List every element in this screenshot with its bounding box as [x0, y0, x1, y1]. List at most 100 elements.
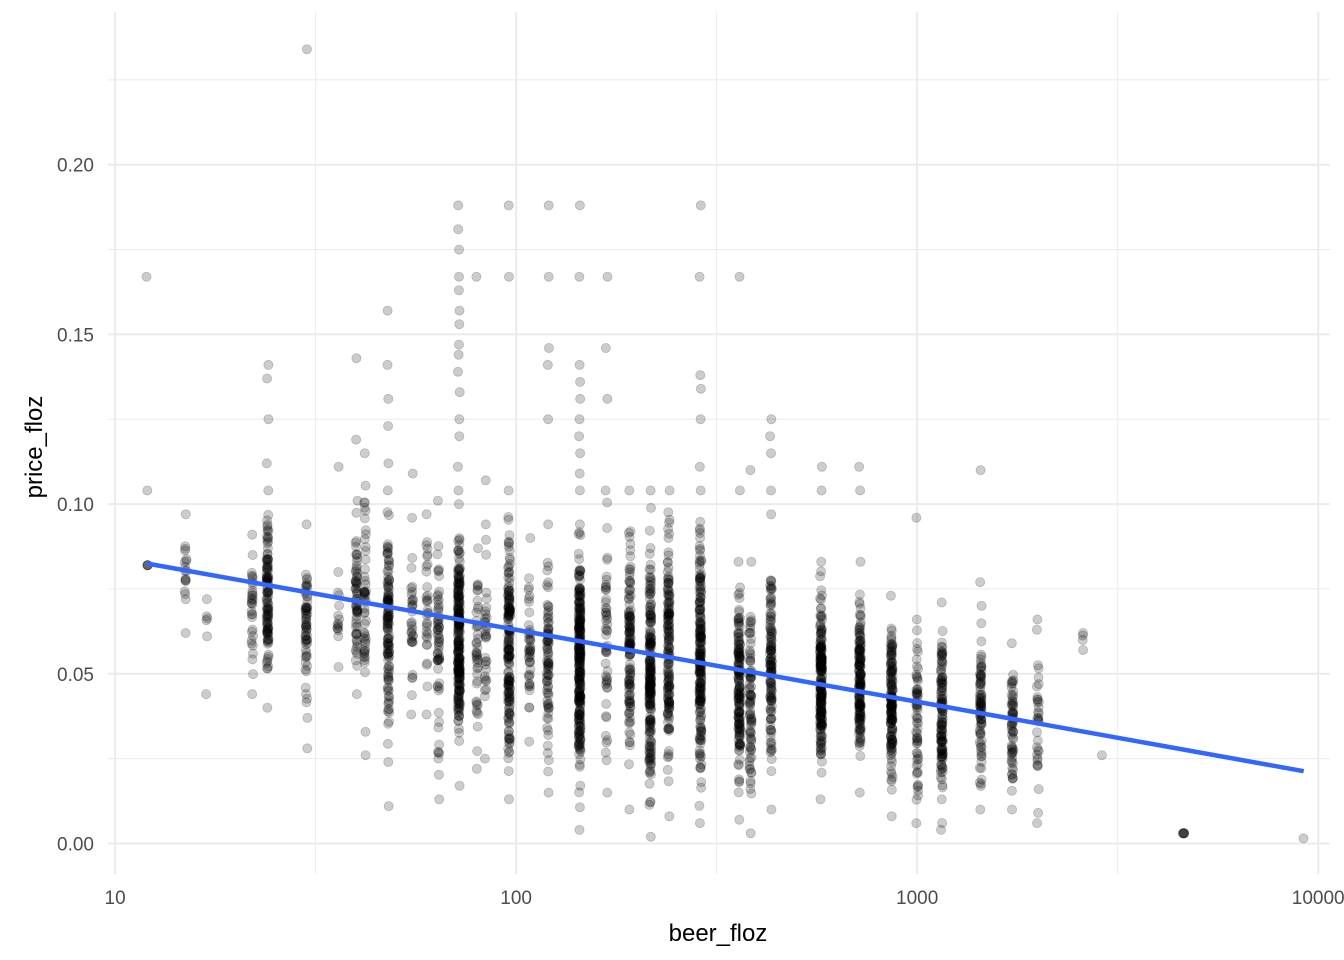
data-point: [360, 590, 371, 601]
data-point: [383, 584, 394, 595]
data-point: [422, 537, 433, 548]
data-point: [351, 636, 362, 647]
data-point: [383, 664, 394, 675]
data-point: [300, 657, 311, 668]
data-point: [422, 596, 433, 607]
data-point: [301, 651, 312, 662]
data-point: [263, 608, 274, 619]
data-point: [350, 577, 361, 588]
data-point: [300, 605, 311, 616]
data-point: [382, 592, 393, 603]
data-point: [745, 689, 756, 700]
data-point: [383, 718, 394, 729]
data-point: [421, 659, 432, 670]
data-point: [602, 271, 613, 282]
data-point: [543, 730, 554, 741]
data-point: [1032, 755, 1043, 766]
data-point: [432, 681, 443, 692]
data-point: [407, 673, 418, 684]
data-point: [383, 640, 394, 651]
data-point: [765, 704, 776, 715]
data-point: [382, 594, 393, 605]
data-point: [434, 653, 445, 664]
data-point: [911, 732, 922, 743]
data-point: [360, 615, 371, 626]
data-point: [383, 555, 394, 566]
data-point: [481, 593, 492, 604]
data-point: [301, 44, 312, 55]
data-point: [543, 690, 554, 701]
data-point: [262, 603, 273, 614]
data-point: [359, 628, 370, 639]
data-point: [745, 465, 756, 476]
data-point: [453, 553, 464, 564]
data-point: [746, 556, 757, 567]
data-point: [383, 644, 394, 655]
data-point: [262, 628, 273, 639]
data-point: [352, 606, 363, 617]
data-point: [201, 615, 212, 626]
data-point: [695, 629, 706, 640]
data-point: [383, 636, 394, 647]
data-point: [574, 271, 585, 282]
data-point: [694, 800, 705, 811]
data-point: [383, 704, 394, 715]
data-point: [504, 552, 515, 563]
data-point: [262, 663, 273, 674]
data-point: [937, 744, 948, 755]
data-point: [602, 393, 613, 404]
data-point: [625, 729, 636, 740]
data-point: [694, 818, 705, 829]
data-point: [262, 625, 273, 636]
data-point: [384, 691, 395, 702]
data-point: [382, 576, 393, 587]
data-point: [854, 598, 865, 609]
data-point: [383, 555, 394, 566]
data-point: [352, 568, 363, 579]
data-point: [382, 485, 393, 496]
data-point: [351, 628, 362, 639]
data-point: [745, 828, 756, 839]
data-point: [472, 579, 483, 590]
data-point: [695, 383, 706, 394]
data-point: [301, 623, 312, 634]
data-point: [421, 566, 432, 577]
data-point: [352, 607, 363, 618]
data-point: [936, 725, 947, 736]
data-point: [351, 635, 362, 646]
data-point: [974, 725, 985, 736]
data-point: [815, 745, 826, 756]
data-point: [262, 597, 273, 608]
data-point: [525, 656, 536, 667]
data-point: [432, 589, 443, 600]
data-point: [541, 676, 552, 687]
data-point: [422, 551, 433, 562]
data-point: [543, 342, 554, 353]
data-point: [422, 559, 433, 570]
data-point: [300, 620, 311, 631]
data-point: [180, 573, 191, 584]
data-point: [433, 641, 444, 652]
data-point: [262, 543, 273, 554]
data-point: [433, 645, 444, 656]
data-point: [574, 824, 585, 835]
data-point: [263, 600, 274, 611]
data-point: [263, 597, 274, 608]
data-point: [421, 631, 432, 642]
data-point: [695, 762, 706, 773]
data-point: [300, 664, 311, 675]
data-point: [602, 787, 613, 798]
data-point: [422, 543, 433, 554]
data-point: [694, 461, 705, 472]
data-point: [766, 634, 777, 645]
data-point: [575, 393, 586, 404]
data-point: [644, 579, 655, 590]
data-point: [261, 602, 272, 613]
data-point: [384, 574, 395, 585]
data-point: [263, 561, 274, 572]
data-point: [543, 200, 554, 211]
data-point: [263, 606, 274, 617]
data-point: [350, 621, 361, 632]
data-point: [1298, 833, 1309, 844]
data-point: [382, 611, 393, 622]
